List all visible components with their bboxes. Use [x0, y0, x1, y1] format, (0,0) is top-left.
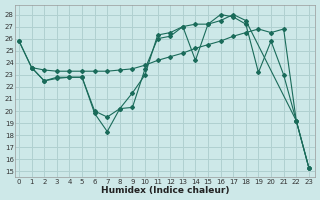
X-axis label: Humidex (Indice chaleur): Humidex (Indice chaleur) [101, 186, 229, 195]
